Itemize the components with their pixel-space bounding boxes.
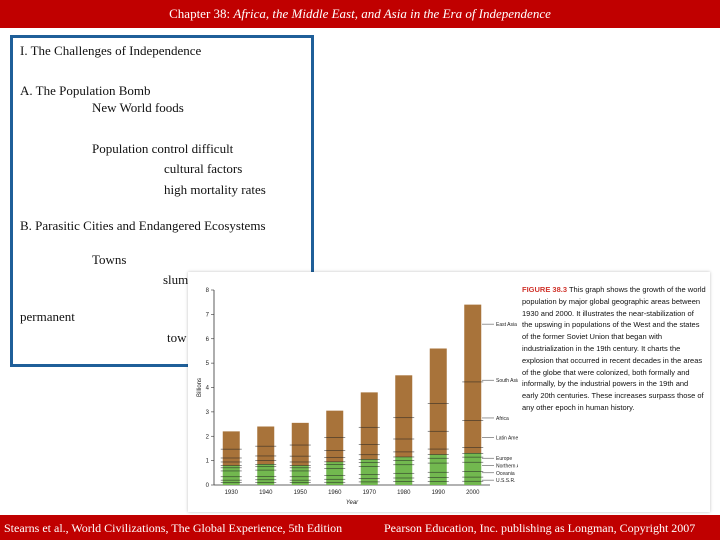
section-a-item-foods: New World foods: [92, 100, 184, 115]
population-chart: 0 1 2 3 4 5 6 7 8 Billions 1930 1940 1950 1960 1970 198…: [197, 288, 518, 506]
section-b-item-towns: Towns: [92, 252, 127, 267]
section-b-sub-slum: slum: [163, 272, 189, 287]
slide-footer: Stearns et al., World Civilizations, The…: [0, 515, 720, 540]
outline-box: I. The Challenges of Independence A. The…: [10, 35, 314, 367]
region-label: U.S.S.R.: [496, 478, 515, 484]
y-tick-label: 7: [206, 312, 210, 318]
section-a-item-control: Population control difficult: [92, 141, 234, 156]
x-tick-label-1950: 1950: [294, 490, 308, 496]
region-label: Africa: [496, 416, 509, 422]
bar-upper-1980: [395, 375, 413, 457]
x-tick-label-1990: 1990: [432, 490, 446, 496]
x-tick-label-1960: 1960: [328, 490, 342, 496]
section-b-sub-tow: tow: [167, 330, 187, 345]
caption-text: This graph shows the growth of the world…: [522, 285, 706, 412]
bar-upper-1990: [429, 348, 447, 455]
y-tick-label: 2: [206, 434, 210, 440]
x-axis-label: Year: [346, 500, 359, 506]
y-tick-label: 0: [206, 483, 210, 489]
y-tick-label: 6: [206, 337, 210, 343]
x-tick-label-2000: 2000: [466, 490, 480, 496]
x-tick-label-1930: 1930: [225, 490, 239, 496]
y-axis-label: Billions: [197, 378, 203, 397]
bar-upper-1970: [360, 392, 378, 460]
caption-label: FIGURE 38.3: [522, 285, 568, 294]
bar-lower-1990: [429, 454, 447, 485]
section-a-sub-cultural: cultural factors: [164, 161, 243, 176]
outline-heading: I. The Challenges of Independence: [20, 43, 202, 58]
bar-lower-1960: [326, 461, 344, 485]
section-b-item-permanent: permanent: [20, 309, 75, 324]
region-label: Europe: [496, 456, 512, 462]
bar-lower-1930: [222, 465, 240, 485]
bar-upper-2000: [464, 304, 482, 454]
section-a-title: A. The Population Bomb: [20, 83, 151, 98]
x-tick-label-1980: 1980: [397, 490, 411, 496]
bar-upper-1930: [222, 431, 240, 466]
bar-upper-1940: [257, 426, 275, 465]
region-label: Northern America: [496, 464, 518, 470]
header-prefix: Chapter 38:: [169, 6, 231, 21]
population-figure: 0 1 2 3 4 5 6 7 8 Billions 1930 1940 1950 1960 1970 198…: [188, 272, 710, 512]
y-tick-label: 1: [206, 459, 210, 465]
x-tick-label-1940: 1940: [259, 490, 273, 496]
region-label: Latin America: [496, 435, 518, 441]
bar-lower-1950: [291, 465, 309, 485]
y-tick-label: 3: [206, 410, 210, 416]
bar-lower-1970: [360, 459, 378, 485]
footer-citation: Stearns et al., World Civilizations, The…: [4, 521, 343, 535]
bar-lower-2000: [464, 453, 482, 485]
y-tick-label: 8: [206, 288, 210, 294]
figure-caption: FIGURE 38.3 This graph shows the growth …: [522, 284, 706, 414]
y-tick-label: 4: [206, 386, 210, 392]
region-label: East Asia: [496, 322, 517, 328]
y-tick-label: 5: [206, 361, 210, 367]
x-tick-label-1970: 1970: [363, 490, 377, 496]
section-b-title: B. Parasitic Cities and Endangered Ecosy…: [20, 218, 266, 233]
slide-header: Chapter 38: Africa, the Middle East, and…: [0, 0, 720, 28]
header-title: Africa, the Middle East, and Asia in the…: [233, 6, 551, 21]
region-label: South Asia: [496, 378, 518, 384]
bar-upper-1950: [291, 422, 309, 466]
footer-copyright: Pearson Education, Inc. publishing as Lo…: [384, 521, 696, 535]
section-a-sub-mortality: high mortality rates: [164, 182, 266, 197]
bar-lower-1940: [257, 464, 275, 485]
region-label: Oceania: [496, 471, 515, 477]
bar-lower-1980: [395, 456, 413, 485]
bar-upper-1960: [326, 410, 344, 462]
